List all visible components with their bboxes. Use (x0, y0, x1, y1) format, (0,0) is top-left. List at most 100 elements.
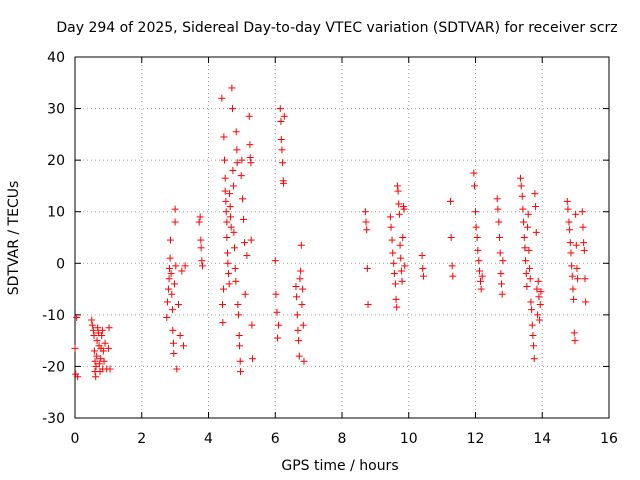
data-point (535, 293, 543, 301)
data-point (218, 94, 226, 102)
data-point (528, 321, 536, 329)
data-point (223, 234, 231, 241)
data-point (532, 203, 540, 211)
data-point (226, 203, 234, 211)
data-point (163, 298, 171, 306)
data-point (73, 313, 81, 321)
data-point (169, 326, 177, 334)
data-point (530, 355, 538, 363)
data-point (496, 249, 504, 257)
data-point (397, 254, 405, 262)
data-point (234, 301, 242, 309)
data-point (519, 205, 527, 213)
data-point (572, 210, 580, 218)
data-point (273, 308, 281, 316)
data-point (74, 373, 82, 381)
data-point (494, 205, 502, 213)
data-point (249, 355, 257, 363)
data-point (527, 298, 535, 306)
data-point (567, 249, 575, 257)
data-point (279, 159, 287, 167)
data-point (520, 218, 528, 226)
data-point (277, 117, 285, 125)
data-point (247, 236, 255, 244)
data-point (246, 141, 254, 149)
data-point (533, 285, 541, 293)
data-point (232, 277, 240, 285)
data-point (176, 331, 184, 339)
data-point (397, 267, 405, 275)
y-tick-label: 0 (56, 256, 65, 272)
y-tick-label: -20 (42, 359, 65, 375)
data-point (534, 311, 542, 319)
data-point (474, 246, 482, 254)
data-point (271, 257, 279, 265)
data-point (537, 288, 545, 296)
data-point (221, 156, 229, 164)
data-point (239, 195, 247, 203)
data-point (181, 262, 189, 270)
data-point (388, 236, 396, 244)
data-point (386, 213, 394, 221)
data-point (178, 267, 186, 275)
y-tick-label: 30 (47, 102, 65, 118)
data-point (225, 280, 233, 288)
data-point (526, 275, 534, 283)
data-point (297, 267, 305, 275)
data-point (272, 290, 280, 298)
data-point (198, 257, 206, 265)
x-tick-label: 4 (204, 431, 213, 447)
data-point (246, 154, 254, 162)
data-point (168, 306, 176, 314)
data-point (172, 262, 180, 270)
data-point (566, 239, 574, 247)
data-point (525, 246, 533, 254)
data-point (221, 174, 229, 182)
data-point (390, 270, 398, 278)
data-point (99, 347, 107, 355)
data-point (93, 337, 101, 345)
data-point (496, 234, 504, 241)
y-tick-label: -10 (42, 308, 65, 324)
data-point (363, 264, 371, 272)
data-point (164, 285, 172, 293)
data-point (522, 257, 530, 265)
data-point (248, 321, 256, 329)
data-point (165, 264, 173, 272)
data-point (579, 223, 587, 231)
data-point (395, 210, 403, 218)
data-point (364, 301, 372, 309)
data-point (237, 172, 245, 180)
data-point (241, 290, 249, 298)
data-point (534, 277, 542, 285)
data-point (472, 223, 480, 231)
data-point (493, 195, 501, 203)
y-tick-label: 20 (47, 153, 65, 169)
data-point (528, 306, 536, 314)
data-point (296, 275, 304, 283)
data-point (477, 277, 485, 285)
y-axis-label: SDTVAR / TECUs (6, 181, 22, 296)
data-point (94, 324, 102, 332)
data-point (518, 192, 526, 200)
data-point (101, 339, 109, 347)
data-point (95, 360, 103, 368)
data-point (536, 301, 544, 309)
chart-title: Day 294 of 2025, Sidereal Day-to-day VTE… (56, 20, 617, 36)
data-point (231, 244, 239, 252)
data-point (524, 210, 532, 218)
data-point (168, 290, 176, 298)
data-point (361, 208, 369, 216)
data-point (89, 326, 97, 334)
data-point (169, 339, 177, 347)
axis-ticks: 0 2 4 6 8 10 12 14 16 -30 -20 -10 0 10 20 30 40 (42, 50, 618, 447)
data-point (393, 303, 401, 311)
data-point (220, 133, 228, 141)
data-point (222, 197, 230, 205)
data-point (179, 342, 187, 350)
data-point (517, 182, 525, 190)
data-point (227, 223, 235, 231)
data-point (524, 223, 532, 231)
data-point (499, 257, 507, 265)
